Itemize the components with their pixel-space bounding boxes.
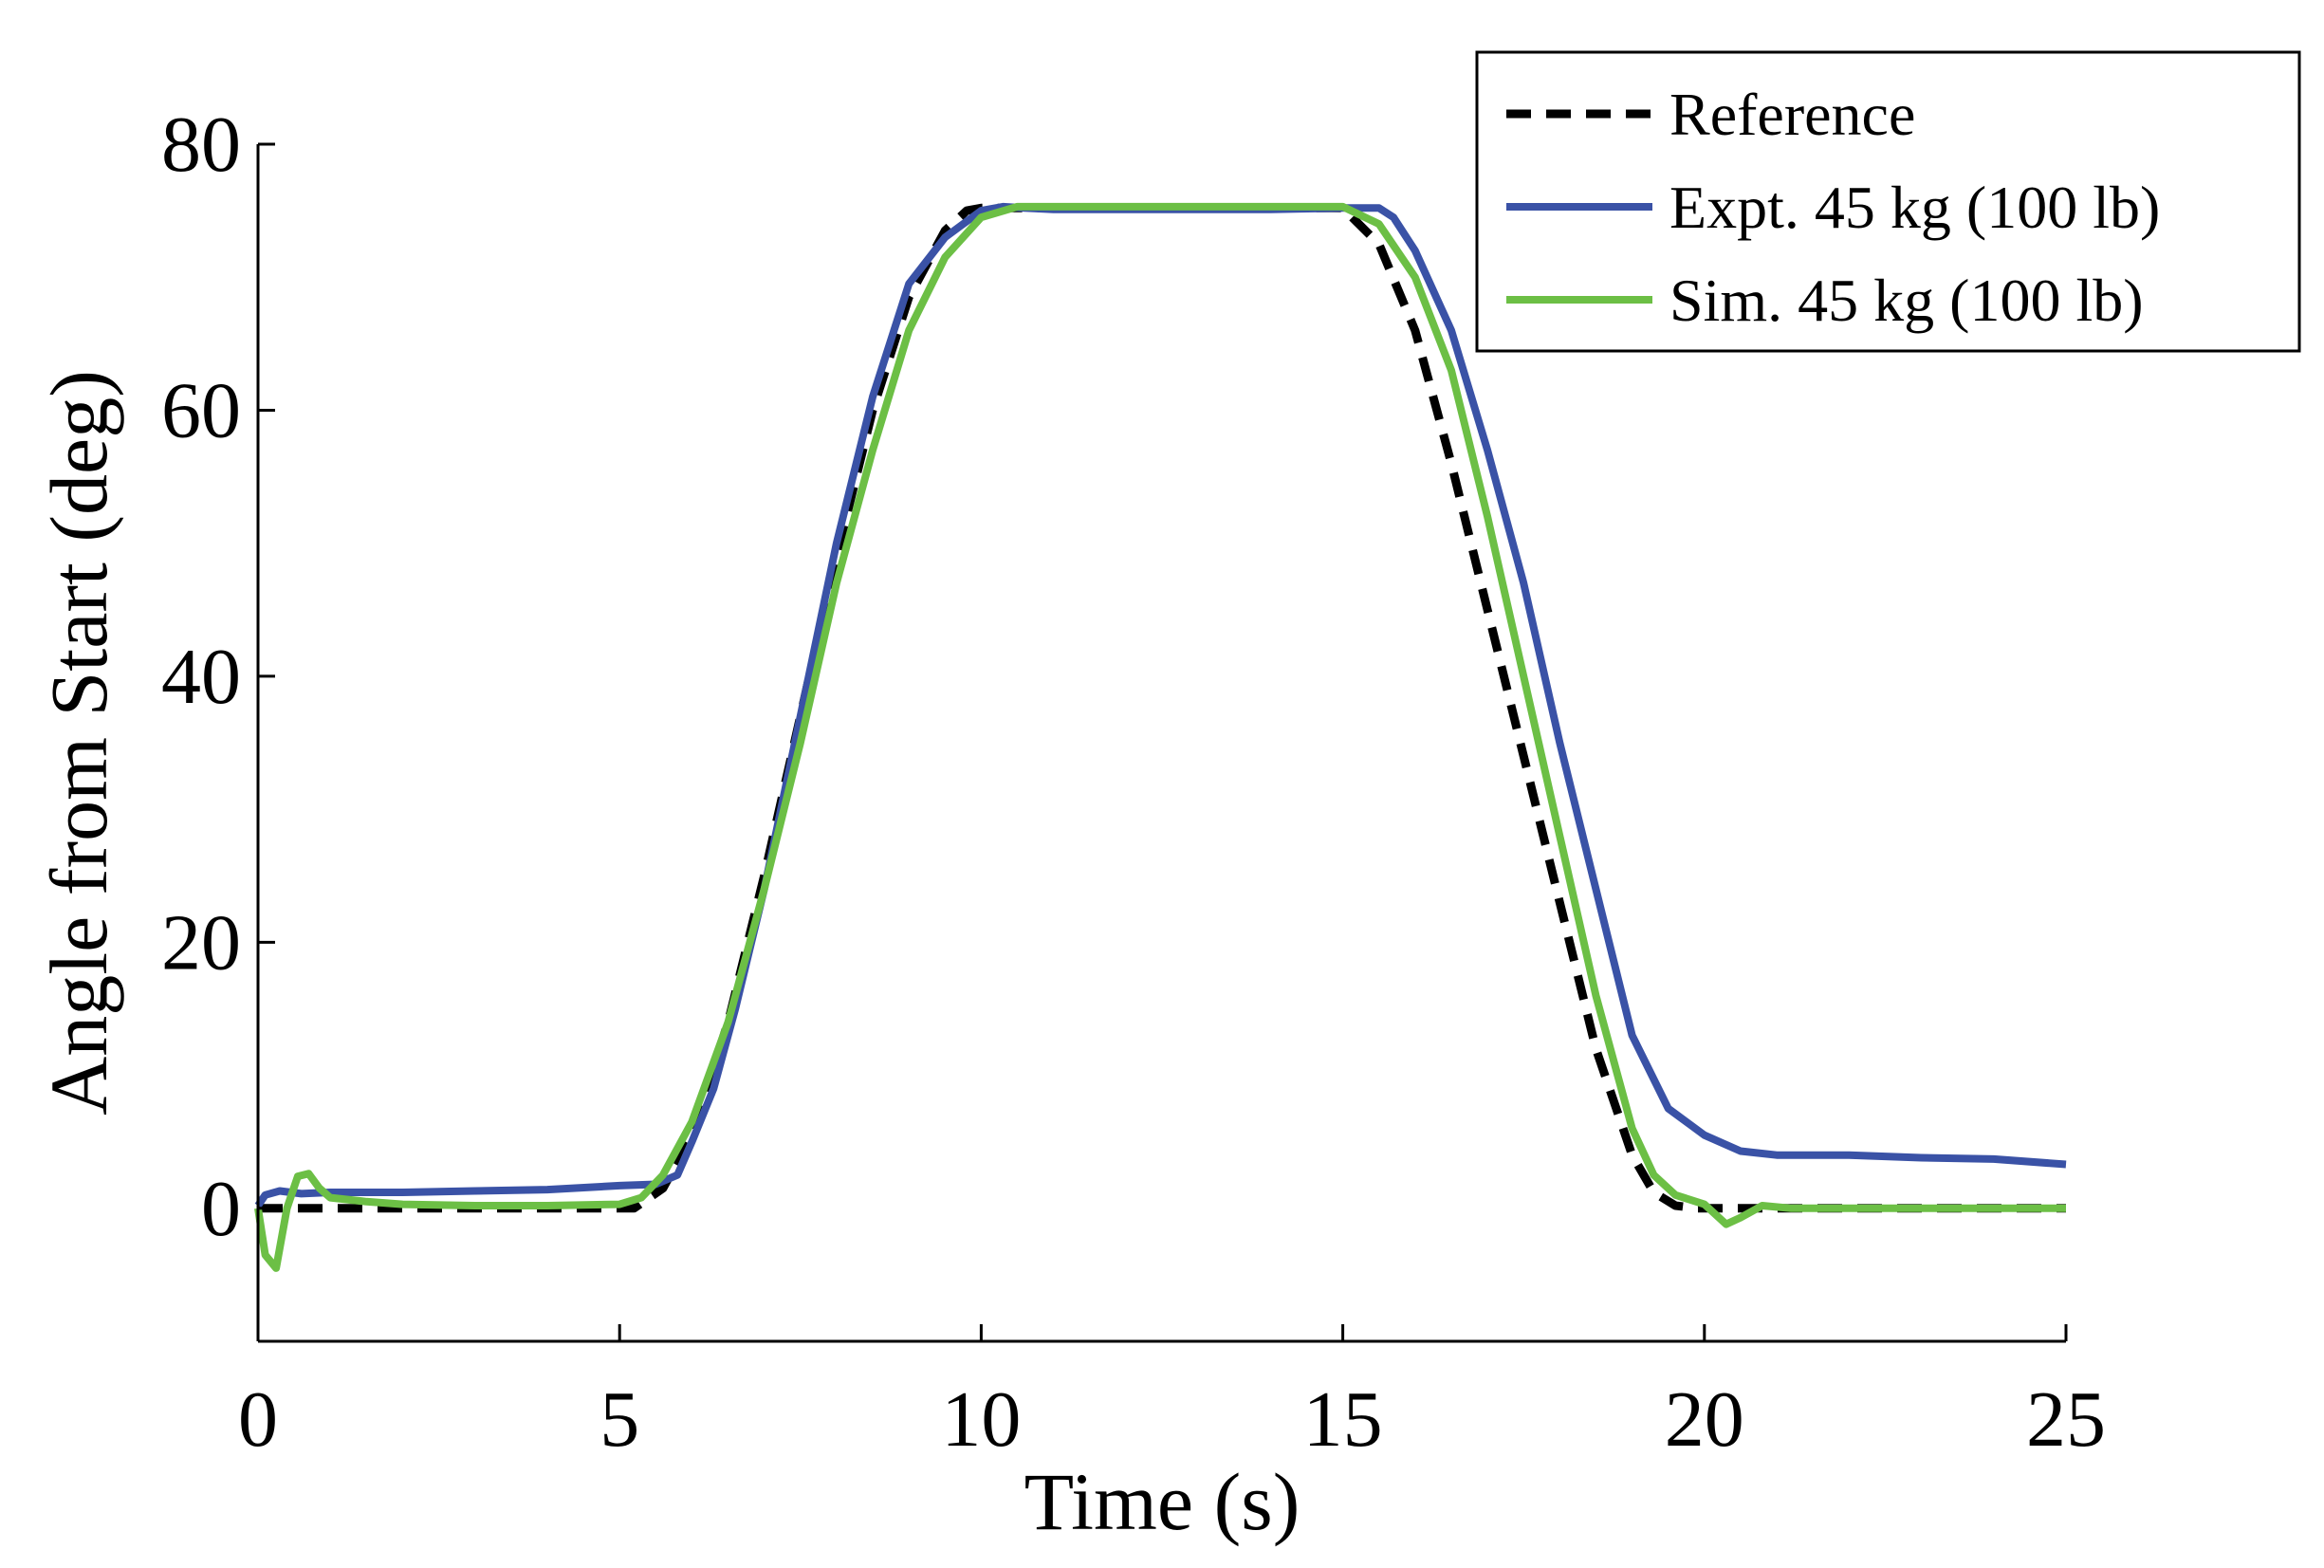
y-tick-label: 40 — [161, 633, 241, 721]
x-tick-label: 10 — [941, 1375, 1021, 1464]
x-axis-label: Time (s) — [1024, 1456, 1300, 1547]
x-tick-label: 20 — [1665, 1375, 1744, 1464]
x-tick-label: 15 — [1303, 1375, 1383, 1464]
legend: Reference Expt. 45 kg (100 lb) Sim. 45 k… — [1475, 50, 2301, 353]
x-tick-label: 5 — [599, 1375, 639, 1464]
y-tick-label: 0 — [201, 1165, 241, 1253]
axes — [256, 144, 2066, 1343]
series-layer — [254, 202, 2067, 1272]
y-tick-label: 80 — [161, 101, 241, 189]
legend-label-sim: Sim. 45 kg (100 lb) — [1669, 267, 2144, 334]
legend-label-reference: Reference — [1669, 81, 1915, 148]
y-tick-label: 60 — [161, 366, 241, 454]
legend-label-expt: Expt. 45 kg (100 lb) — [1669, 174, 2160, 241]
x-tick-label: 25 — [2026, 1375, 2106, 1464]
x-tick-label: 0 — [238, 1375, 278, 1464]
ticks: 0 5 10 15 20 25 0 20 40 60 80 — [161, 101, 2106, 1464]
series-line-sim-45-kg-100-lb — [254, 202, 2066, 1272]
y-tick-label: 20 — [161, 898, 241, 987]
y-axis-label: Angle from Start (deg) — [33, 370, 124, 1116]
